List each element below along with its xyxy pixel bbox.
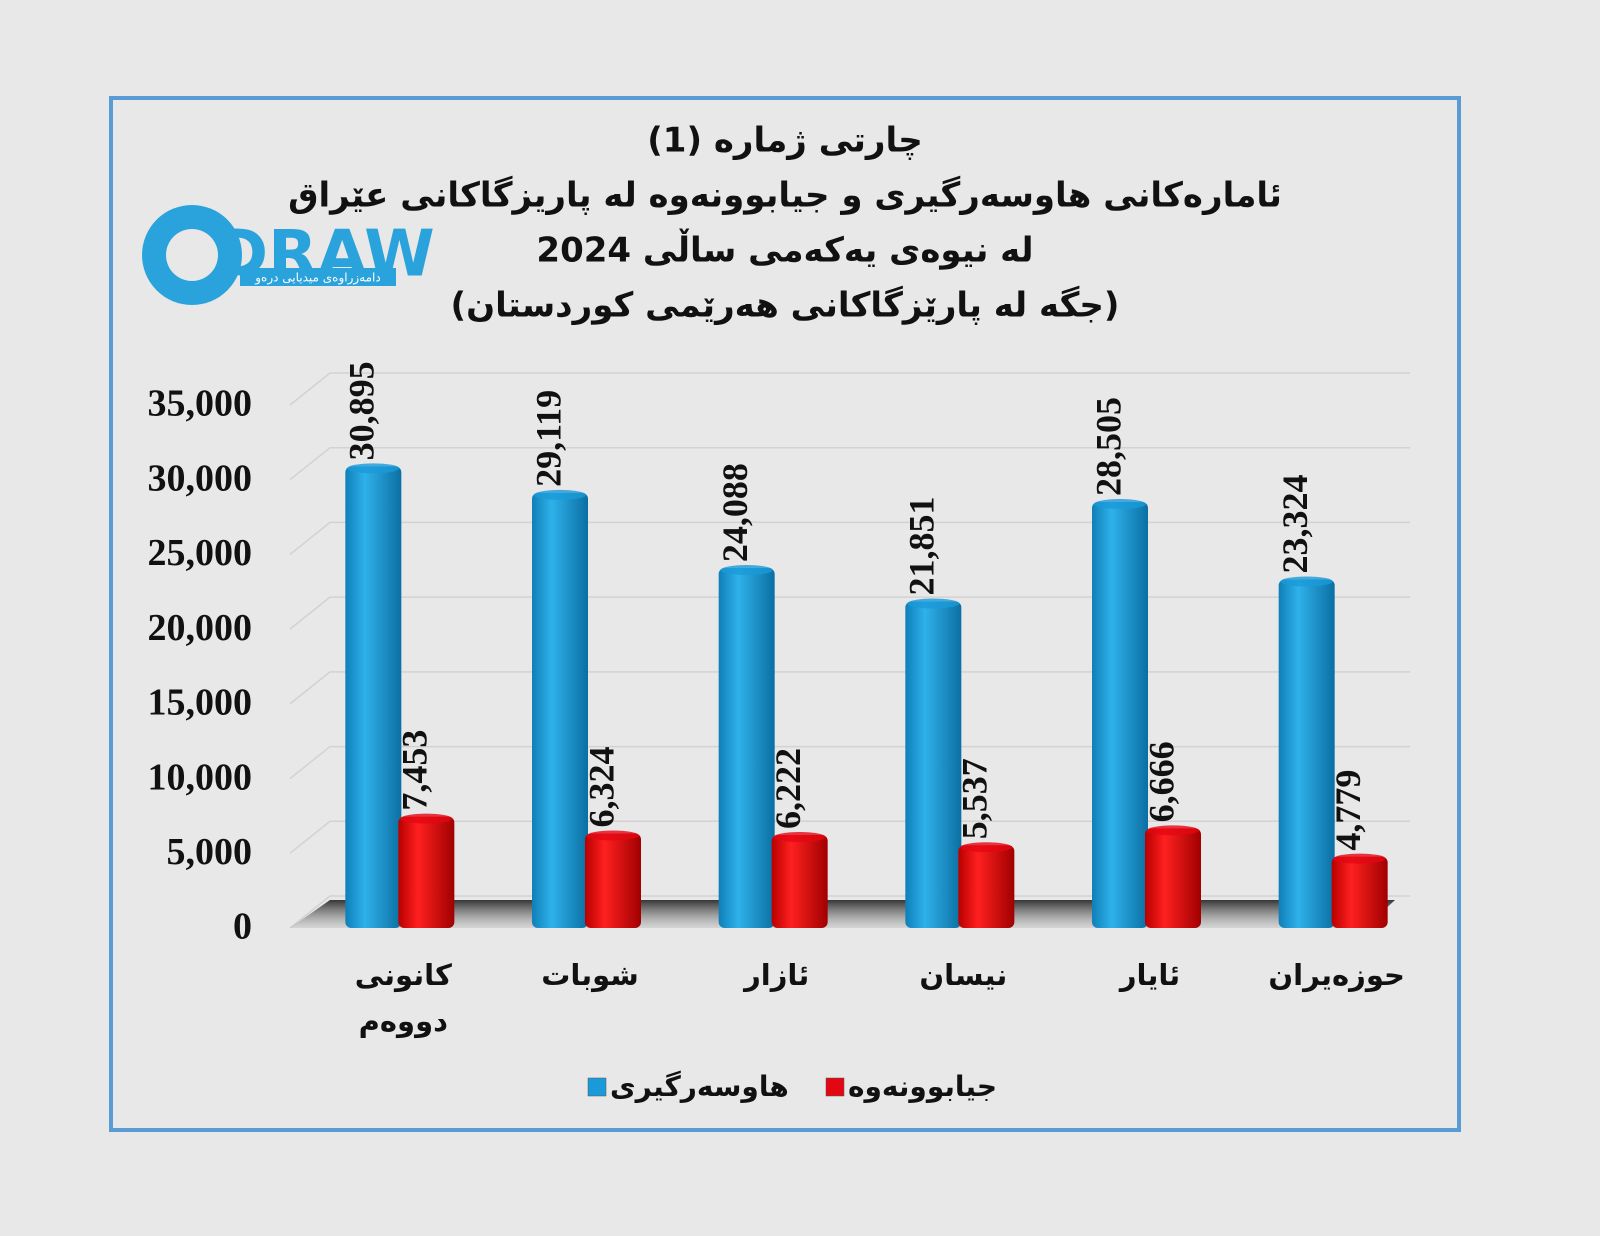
x-tick-label: حوزەیران	[1268, 958, 1405, 992]
value-label: 7,453	[395, 730, 435, 811]
logo-tagline: دامەزراوەی میدیایی درەو	[254, 271, 380, 286]
x-tick-label: شوبات	[541, 958, 639, 992]
y-tick-label: 10,000	[148, 756, 253, 798]
value-label: 29,119	[528, 390, 568, 487]
chart-title: لە نیوەی یەکەمی ساڵی 2024	[536, 229, 1033, 271]
bar-cap	[773, 832, 826, 843]
grid-line	[289, 596, 1410, 630]
y-tick-label: 15,000	[148, 682, 253, 724]
bar-cap	[1094, 499, 1146, 510]
x-tick-label: کانونی دووەم	[354, 958, 452, 1038]
bar-cap	[1333, 853, 1386, 864]
logo-band	[240, 268, 396, 286]
logo: DRAW دامەزراوەی میدیایی درەو	[142, 205, 435, 305]
bar	[905, 601, 962, 928]
chart-title: ئامارەکانی هاوسەرگیری و جیابوونەوە لە پا…	[288, 176, 1282, 216]
bar	[398, 816, 455, 928]
frame	[109, 96, 1461, 1132]
value-label: 6,324	[581, 747, 621, 828]
value-label: 5,537	[955, 758, 995, 839]
y-tick-label: 35,000	[148, 383, 253, 425]
grid-line	[289, 671, 1410, 705]
bar	[1145, 828, 1201, 928]
chart-title: (جگە لە پارێزگاکانی هەرێمی کوردستان)	[451, 286, 1120, 326]
bar	[1278, 579, 1335, 928]
bar	[1092, 502, 1148, 928]
bar	[771, 835, 828, 928]
floor	[290, 900, 1395, 928]
grid-line	[289, 521, 1410, 556]
y-tick-label: 0	[233, 906, 252, 948]
bar	[718, 568, 775, 928]
y-tick-label: 30,000	[148, 457, 253, 499]
bar	[1331, 856, 1388, 928]
legend-swatch	[587, 1077, 607, 1097]
grid-line	[289, 745, 1410, 780]
legend-label: جیابوونەوە	[848, 1070, 997, 1103]
value-label: 28,505	[1088, 397, 1128, 496]
logo-hole	[166, 229, 218, 281]
legend-swatch	[825, 1077, 845, 1097]
value-label: 23,324	[1275, 474, 1315, 573]
value-label: 6,666	[1141, 741, 1181, 822]
x-tick-label: ئایار	[1119, 958, 1181, 992]
value-label: 24,088	[715, 463, 755, 562]
bar-cap	[587, 830, 639, 841]
bar-cap	[960, 842, 1013, 853]
y-tick-label: 25,000	[148, 532, 253, 574]
bar-cap	[347, 463, 400, 474]
y-tick-label: 5,000	[167, 831, 253, 873]
legend-label: هاوسەرگیری	[610, 1070, 789, 1103]
value-label: 6,222	[768, 748, 808, 829]
bar	[532, 492, 588, 928]
bar-cap	[534, 489, 586, 500]
bar-cap	[1280, 576, 1333, 587]
x-tick-label: ئازار	[744, 958, 810, 992]
bar-cap	[720, 565, 773, 576]
grid-line	[289, 895, 1410, 929]
grid-line	[289, 820, 1410, 854]
bar-cap	[907, 598, 960, 609]
value-label: 21,851	[902, 496, 942, 595]
grid-line	[289, 372, 1410, 406]
bar	[585, 833, 641, 928]
x-tick-label: نیسان	[919, 958, 1008, 992]
value-label: 4,779	[1328, 770, 1368, 851]
grid-line	[289, 446, 1410, 481]
bar	[958, 845, 1015, 928]
value-label: 30,895	[342, 361, 382, 460]
bar-cap	[1147, 825, 1199, 836]
chart-title: چارتی ژمارە (1)	[647, 121, 922, 161]
y-tick-label: 20,000	[148, 607, 253, 649]
bar-cap	[400, 813, 453, 824]
bar	[345, 466, 402, 928]
